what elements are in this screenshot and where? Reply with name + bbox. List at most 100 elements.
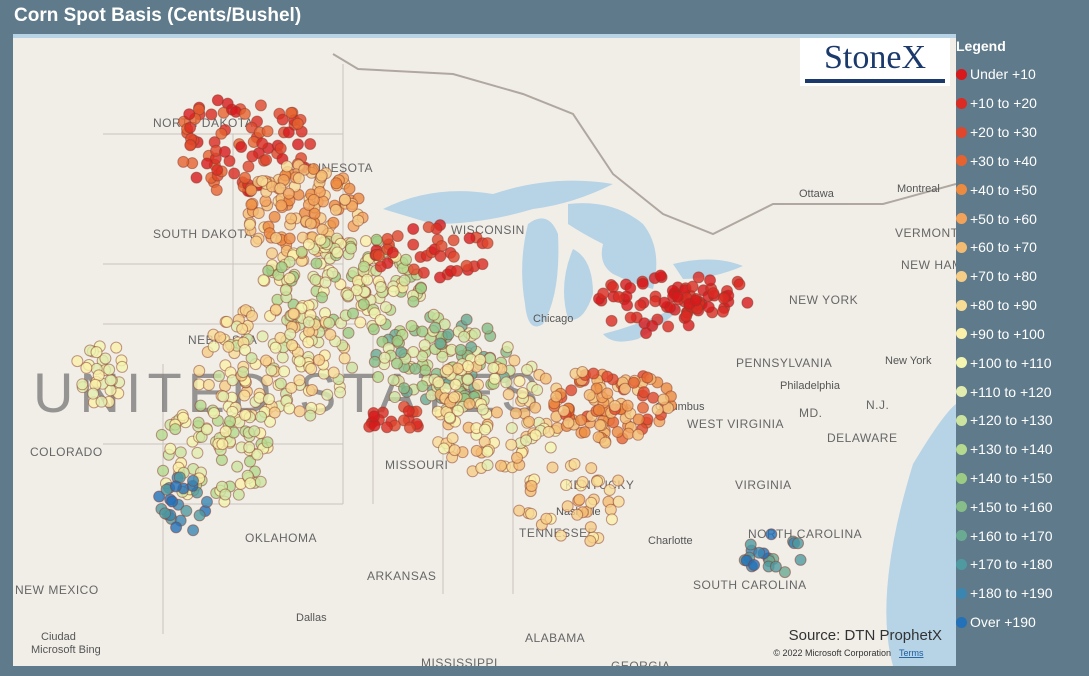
location-dot[interactable] (654, 269, 667, 282)
legend-item[interactable]: +40 to +50 (956, 175, 1089, 204)
location-dot[interactable] (155, 428, 168, 441)
location-dot[interactable] (338, 352, 351, 365)
location-dot[interactable] (488, 372, 501, 385)
location-dot[interactable] (402, 405, 415, 418)
location-dot[interactable] (627, 376, 640, 389)
location-dot[interactable] (285, 212, 298, 225)
location-dot[interactable] (293, 374, 306, 387)
location-dot[interactable] (357, 260, 370, 273)
location-dot[interactable] (153, 490, 166, 503)
location-dot[interactable] (407, 222, 420, 235)
location-dot[interactable] (256, 174, 269, 187)
location-dot[interactable] (330, 177, 343, 190)
location-dot[interactable] (251, 448, 264, 461)
location-dot[interactable] (191, 446, 204, 459)
location-dot[interactable] (562, 416, 575, 429)
location-dot[interactable] (585, 462, 598, 475)
location-dot[interactable] (275, 261, 288, 274)
location-dot[interactable] (601, 387, 614, 400)
location-dot[interactable] (256, 330, 269, 343)
location-dot[interactable] (104, 374, 117, 387)
location-dot[interactable] (584, 521, 597, 534)
location-dot[interactable] (753, 546, 766, 559)
location-dot[interactable] (367, 323, 380, 336)
location-dot[interactable] (416, 380, 429, 393)
location-dot[interactable] (387, 374, 400, 387)
location-dot[interactable] (387, 285, 400, 298)
location-dot[interactable] (305, 384, 318, 397)
location-dot[interactable] (246, 150, 259, 163)
location-dot[interactable] (291, 117, 304, 130)
location-dot[interactable] (307, 193, 320, 206)
location-dot[interactable] (228, 167, 241, 180)
location-dot[interactable] (511, 451, 524, 464)
location-dot[interactable] (110, 341, 123, 354)
location-dot[interactable] (164, 442, 177, 455)
location-dot[interactable] (274, 142, 287, 155)
location-dot[interactable] (217, 390, 230, 403)
legend-item[interactable]: +100 to +110 (956, 348, 1089, 377)
location-dot[interactable] (283, 272, 296, 285)
location-dot[interactable] (461, 373, 474, 386)
location-dot[interactable] (286, 339, 299, 352)
location-dot[interactable] (184, 139, 197, 152)
location-dot[interactable] (434, 250, 447, 263)
location-dot[interactable] (407, 238, 420, 251)
location-dot[interactable] (71, 355, 84, 368)
location-dot[interactable] (441, 363, 454, 376)
legend-item[interactable]: Over +190 (956, 608, 1089, 637)
location-dot[interactable] (192, 416, 205, 429)
location-dot[interactable] (316, 223, 329, 236)
location-dot[interactable] (262, 393, 275, 406)
location-dot[interactable] (361, 273, 374, 286)
location-dot[interactable] (571, 508, 584, 521)
location-dot[interactable] (576, 475, 589, 488)
location-dot[interactable] (284, 328, 297, 341)
legend-item[interactable]: +70 to +80 (956, 262, 1089, 291)
location-dot[interactable] (542, 425, 555, 438)
location-dot[interactable] (80, 361, 93, 374)
location-dot[interactable] (255, 410, 268, 423)
location-dot[interactable] (275, 199, 288, 212)
location-dot[interactable] (612, 474, 625, 487)
location-dot[interactable] (429, 321, 442, 334)
location-dot[interactable] (359, 235, 372, 248)
location-dot[interactable] (451, 362, 464, 375)
location-dot[interactable] (357, 298, 370, 311)
location-dot[interactable] (592, 403, 605, 416)
location-dot[interactable] (262, 264, 275, 277)
location-dot[interactable] (565, 384, 578, 397)
location-dot[interactable] (704, 274, 717, 287)
location-dot[interactable] (632, 428, 645, 441)
location-dot[interactable] (313, 185, 326, 198)
location-dot[interactable] (220, 315, 233, 328)
location-dot[interactable] (594, 419, 607, 432)
location-dot[interactable] (612, 495, 625, 508)
location-dot[interactable] (192, 378, 205, 391)
location-dot[interactable] (481, 237, 494, 250)
location-dot[interactable] (207, 340, 220, 353)
location-dot[interactable] (468, 327, 481, 340)
location-dot[interactable] (398, 274, 411, 287)
location-dot[interactable] (765, 528, 778, 541)
location-dot[interactable] (716, 305, 729, 318)
location-dot[interactable] (686, 280, 699, 293)
location-dot[interactable] (177, 155, 190, 168)
location-dot[interactable] (432, 376, 445, 389)
location-dot[interactable] (218, 145, 231, 158)
location-dot[interactable] (256, 137, 269, 150)
location-dot[interactable] (651, 403, 664, 416)
location-dot[interactable] (463, 397, 476, 410)
location-dot[interactable] (443, 411, 456, 424)
location-dot[interactable] (169, 480, 182, 493)
location-dot[interactable] (327, 216, 340, 229)
location-dot[interactable] (302, 316, 315, 329)
legend-item[interactable]: +50 to +60 (956, 204, 1089, 233)
location-dot[interactable] (636, 401, 649, 414)
location-dot[interactable] (248, 425, 261, 438)
location-dot[interactable] (419, 364, 432, 377)
location-dot[interactable] (254, 99, 267, 112)
location-dot[interactable] (282, 126, 295, 139)
location-dot[interactable] (632, 413, 645, 426)
location-dot[interactable] (334, 386, 347, 399)
